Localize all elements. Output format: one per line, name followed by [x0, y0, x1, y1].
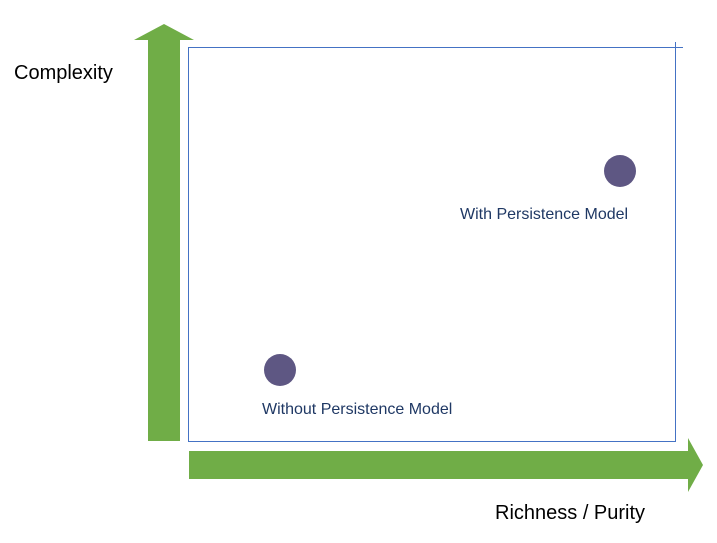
x-axis-label: Richness / Purity: [495, 502, 646, 524]
without-persistence-label: Without Persistence Model: [262, 401, 453, 418]
with-persistence-label: With Persistence Model: [460, 206, 629, 223]
with-persistence-marker: [604, 155, 636, 187]
y-axis-arrow: [134, 24, 194, 441]
y-axis-label: Complexity: [14, 62, 113, 84]
x-axis-arrow: [189, 438, 703, 492]
without-persistence-marker: [264, 354, 296, 386]
plot-frame: [188, 47, 676, 442]
